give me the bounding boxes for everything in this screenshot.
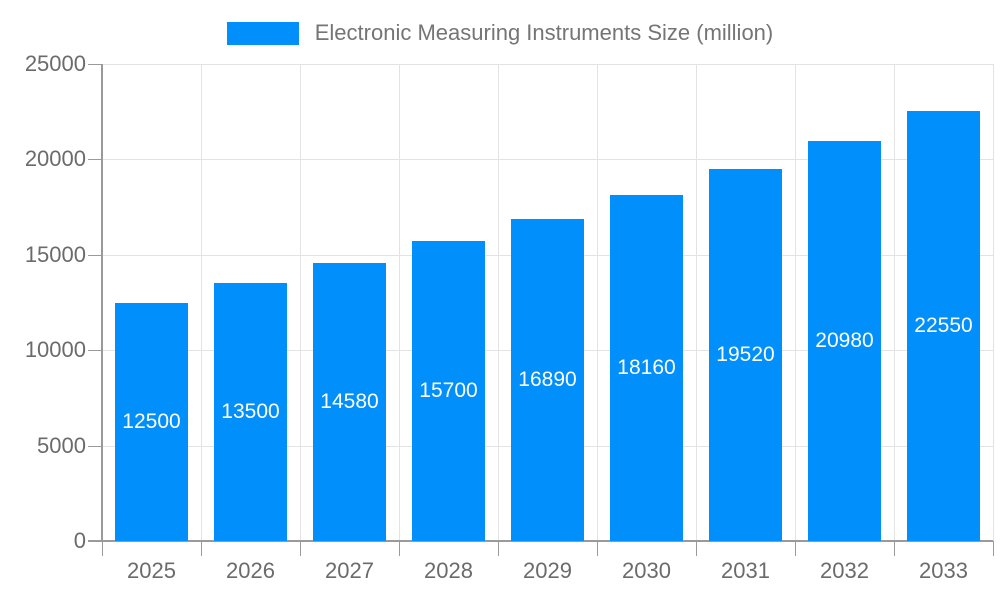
y-axis-tick-label: 0: [73, 528, 86, 553]
bar-value-label: 16890: [518, 367, 577, 391]
x-axis-tick: [795, 541, 796, 556]
x-axis-tick: [399, 541, 400, 556]
y-axis-tick-label: 20000: [24, 146, 86, 172]
bar-value-label: 14580: [320, 389, 379, 413]
y-axis-tick-label: 5000: [37, 432, 86, 458]
x-axis-tick-label: 2026: [226, 558, 275, 583]
x-gridline: [498, 64, 499, 541]
bar-2028[interactable]: [412, 241, 485, 541]
bar-2026[interactable]: [214, 283, 287, 541]
legend-label: Electronic Measuring Instruments Size (m…: [314, 20, 774, 45]
y-gridline: [102, 159, 993, 161]
x-gridline: [597, 64, 598, 541]
x-axis-tick: [300, 541, 301, 556]
y-axis-tick-label: 10000: [24, 337, 86, 363]
y-axis-tick: [88, 445, 102, 447]
bar-value-label: 18160: [617, 355, 676, 379]
x-gridline: [696, 64, 697, 541]
bar-value-label: 20980: [815, 328, 874, 352]
bar-2031[interactable]: [709, 168, 782, 541]
y-axis-tick: [88, 350, 102, 352]
x-axis-tick-label: 2027: [325, 558, 374, 583]
y-gridline: [102, 64, 993, 65]
x-axis-tick: [201, 541, 202, 556]
x-axis-tick-label: 2029: [523, 558, 572, 583]
bar-2025[interactable]: [115, 302, 188, 541]
legend-swatch: [226, 21, 299, 45]
x-axis-tick: [498, 541, 499, 556]
x-axis-tick-label: 2025: [127, 558, 176, 583]
bar-value-label: 22550: [914, 313, 973, 337]
x-axis-tick: [696, 541, 697, 556]
y-axis-tick: [88, 159, 102, 161]
x-axis-tick-label: 2033: [919, 558, 968, 583]
x-axis-tick: [894, 541, 895, 556]
x-gridline: [795, 64, 796, 541]
x-axis-tick-label: 2031: [721, 558, 770, 583]
bar-value-label: 15700: [419, 379, 478, 403]
legend[interactable]: Electronic Measuring Instruments Size (m…: [0, 18, 1000, 48]
x-gridline: [201, 64, 202, 541]
x-gridline: [993, 64, 994, 541]
x-axis-tick-label: 2032: [820, 558, 869, 583]
bar-value-label: 13500: [221, 400, 280, 424]
y-axis-tick: [88, 254, 102, 256]
y-axis-tick: [88, 64, 102, 65]
x-axis-tick: [993, 541, 994, 556]
bar-2030[interactable]: [610, 194, 683, 541]
bar-2027[interactable]: [313, 262, 386, 541]
bar-2029[interactable]: [511, 218, 584, 541]
y-axis-tick-label: 25000: [24, 51, 86, 76]
x-axis-line: [88, 540, 993, 542]
x-axis-tick-label: 2030: [622, 558, 671, 583]
bar-value-label: 12500: [122, 409, 181, 433]
x-gridline: [300, 64, 301, 541]
bar-2032[interactable]: [808, 140, 881, 541]
x-axis-tick: [597, 541, 598, 556]
bar-2033[interactable]: [907, 110, 980, 541]
bar-value-label: 19520: [716, 342, 775, 366]
y-axis-line: [101, 64, 103, 542]
y-axis-tick-label: 15000: [24, 241, 86, 267]
x-axis-tick-label: 2028: [424, 558, 473, 583]
x-axis-tick: [102, 541, 103, 556]
x-gridline: [894, 64, 895, 541]
x-gridline: [399, 64, 400, 541]
